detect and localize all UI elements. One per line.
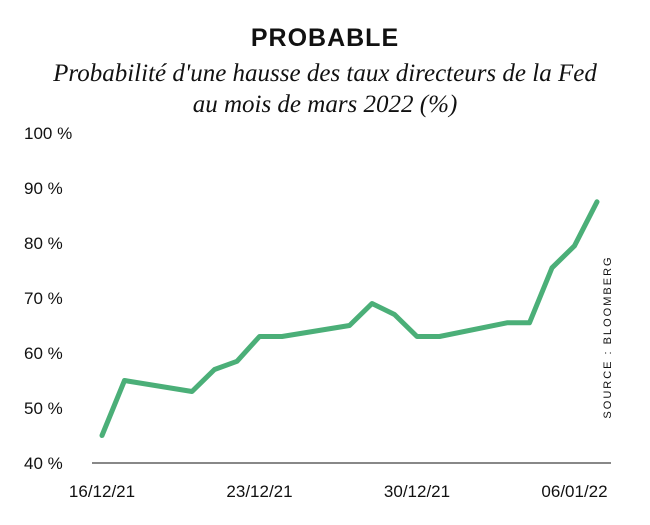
y-tick-label: 80 % [24, 234, 63, 253]
x-tick-label: 06/01/22 [541, 482, 607, 501]
y-tick-label: 50 % [24, 399, 63, 418]
y-tick-label: 100 % [24, 124, 72, 143]
y-tick-label: 70 % [24, 289, 63, 308]
series-group [99, 199, 600, 438]
x-axis-tick-labels: 16/12/21 23/12/21 30/12/21 06/01/22 [69, 482, 608, 501]
chart-title: PROBABLE [250, 24, 400, 52]
y-tick-label: 40 % [24, 454, 63, 473]
y-tick-label: 90 % [24, 179, 63, 198]
x-tick-label: 30/12/21 [384, 482, 450, 501]
source-note: SOURCE : BLOOMBERG [602, 255, 614, 418]
y-axis-tick-labels: 40 % 50 % 60 % 70 % 80 % 90 % 100 % [24, 124, 72, 473]
series-line [99, 199, 600, 438]
x-tick-label: 16/12/21 [69, 482, 135, 501]
chart-subtitle: Probabilité d'une hausse des taux direct… [53, 60, 597, 118]
y-tick-label: 60 % [24, 344, 63, 363]
x-tick-label: 23/12/21 [226, 482, 292, 501]
